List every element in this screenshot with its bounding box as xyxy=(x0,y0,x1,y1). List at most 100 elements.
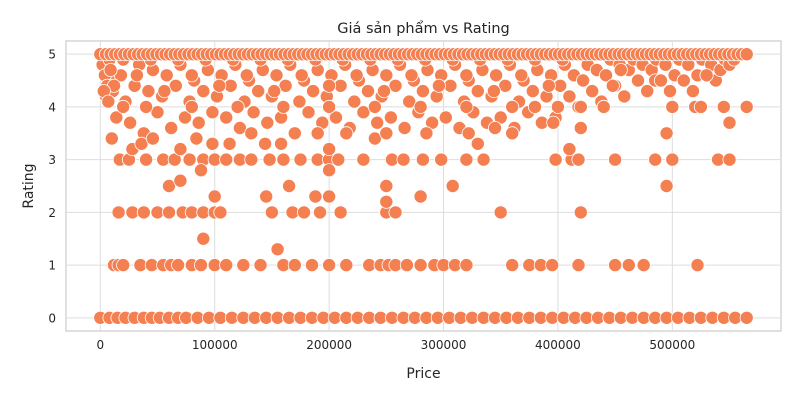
data-point xyxy=(376,84,391,99)
data-point xyxy=(659,178,674,193)
data-point xyxy=(528,99,543,114)
data-point xyxy=(258,136,273,151)
data-point xyxy=(157,84,172,99)
data-point xyxy=(322,163,337,178)
data-point xyxy=(415,152,430,167)
data-point xyxy=(244,152,259,167)
data-point xyxy=(404,68,419,83)
data-point xyxy=(617,89,632,104)
data-point xyxy=(244,126,259,141)
data-point xyxy=(262,152,277,167)
chart-title: Giá sản phẩm vs Rating xyxy=(337,20,510,37)
data-point xyxy=(219,152,234,167)
data-point xyxy=(287,126,302,141)
data-point xyxy=(599,68,614,83)
data-point xyxy=(159,68,174,83)
data-point xyxy=(399,258,414,273)
data-point xyxy=(486,84,501,99)
data-point xyxy=(322,189,337,204)
x-tick-label: 300000 xyxy=(421,338,467,352)
data-point xyxy=(505,258,520,273)
data-point xyxy=(173,142,188,157)
data-point xyxy=(294,68,309,83)
data-point xyxy=(287,258,302,273)
data-point xyxy=(139,99,154,114)
data-point xyxy=(585,84,600,99)
data-point xyxy=(525,84,540,99)
data-point xyxy=(459,68,474,83)
data-point xyxy=(333,205,348,220)
data-point xyxy=(267,84,282,99)
data-point xyxy=(306,84,321,99)
data-point xyxy=(322,99,337,114)
data-point xyxy=(379,194,394,209)
data-point xyxy=(596,99,611,114)
data-point xyxy=(648,152,663,167)
data-point xyxy=(292,94,307,109)
y-tick-label: 4 xyxy=(48,100,56,114)
data-point xyxy=(476,152,491,167)
y-tick-label: 1 xyxy=(48,259,56,273)
data-point xyxy=(276,99,291,114)
data-point xyxy=(573,121,588,136)
data-point xyxy=(260,115,275,130)
data-point xyxy=(370,115,385,130)
data-point xyxy=(461,126,476,141)
x-axis-title: Price xyxy=(406,366,440,382)
y-axis-title: Rating xyxy=(21,163,37,208)
data-point xyxy=(383,110,398,125)
data-point xyxy=(576,73,591,88)
data-point xyxy=(168,78,183,93)
data-point xyxy=(571,152,586,167)
data-point xyxy=(264,205,279,220)
data-point xyxy=(171,258,186,273)
data-point xyxy=(212,78,227,93)
data-point xyxy=(173,173,188,188)
data-point xyxy=(193,163,208,178)
data-point xyxy=(189,131,204,146)
data-point xyxy=(659,126,674,141)
data-point xyxy=(304,258,319,273)
data-point xyxy=(322,258,337,273)
data-point xyxy=(349,68,364,83)
data-point xyxy=(101,94,116,109)
data-point xyxy=(328,110,343,125)
data-point xyxy=(571,258,586,273)
data-point xyxy=(548,152,563,167)
data-point xyxy=(278,78,293,93)
x-tick-label: 500000 xyxy=(649,338,695,352)
data-point xyxy=(498,78,513,93)
data-points xyxy=(93,47,754,325)
data-point xyxy=(413,99,428,114)
data-point xyxy=(459,99,474,114)
data-point xyxy=(356,105,371,120)
data-point xyxy=(388,78,403,93)
data-point xyxy=(493,205,508,220)
data-point xyxy=(184,99,199,114)
data-point xyxy=(550,99,565,114)
y-tick-label: 5 xyxy=(48,48,56,62)
data-point xyxy=(402,94,417,109)
data-point xyxy=(413,258,428,273)
data-point xyxy=(505,99,520,114)
data-point xyxy=(213,205,228,220)
data-point xyxy=(636,258,651,273)
data-point xyxy=(685,84,700,99)
data-point xyxy=(470,136,485,151)
data-point xyxy=(141,84,156,99)
data-point xyxy=(489,68,504,83)
data-point xyxy=(396,152,411,167)
data-point xyxy=(236,258,251,273)
data-point xyxy=(222,136,237,151)
data-point xyxy=(665,152,680,167)
data-point xyxy=(145,131,160,146)
data-point xyxy=(546,115,561,130)
data-point xyxy=(665,99,680,114)
data-point xyxy=(219,258,234,273)
data-point xyxy=(269,68,284,83)
data-point xyxy=(123,115,138,130)
data-point xyxy=(150,105,165,120)
data-point xyxy=(339,126,354,141)
data-point xyxy=(111,205,126,220)
